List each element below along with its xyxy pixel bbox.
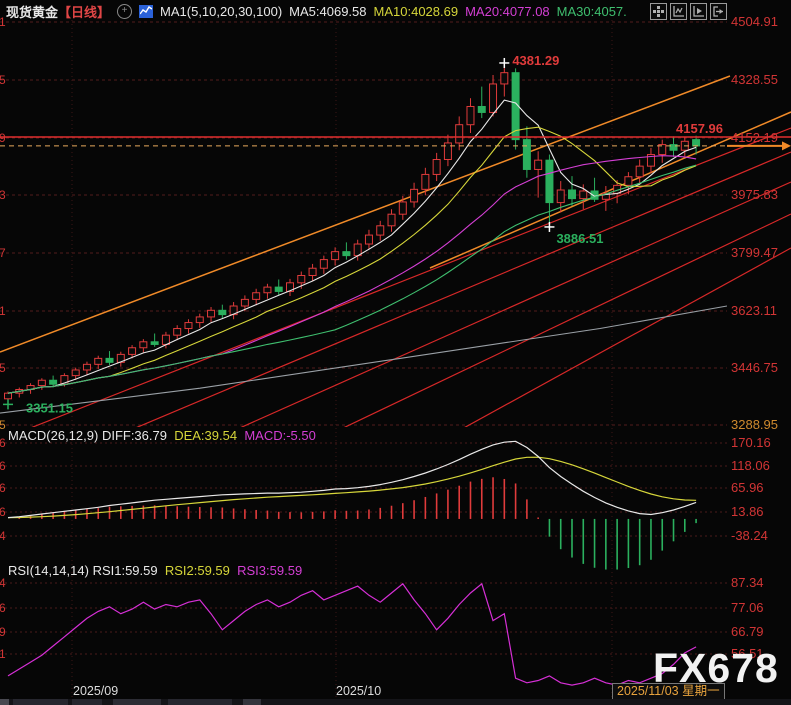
left-axis-digit: 9: [0, 625, 6, 639]
axis-tick-label: 77.06: [731, 600, 764, 615]
symbol-title: 现货黄金【日线】: [6, 2, 110, 21]
macd-header: MACD(26,12,9) DIFF:36.79 DEA:39.54 MACD:…: [8, 428, 316, 443]
rsi-panel: [7, 582, 697, 686]
macd-title: MACD(26,12,9): [8, 428, 99, 443]
rsi-title: RSI(14,14,14): [8, 563, 89, 578]
macd-panel: [7, 440, 697, 570]
left-axis-digit: 7: [0, 246, 6, 260]
left-axis-digit: 1: [0, 647, 6, 661]
left-axis-digit: 6: [0, 505, 6, 519]
rsi2-value: RSI2:59.59: [164, 563, 230, 578]
left-axis-digit: 6: [0, 436, 6, 450]
axis-tick-label: 3975.83: [731, 187, 778, 202]
left-axis-digit: 9: [0, 131, 6, 145]
price-lines: 4157.96: [0, 121, 791, 151]
axis-tick-label: 4152.19: [731, 130, 778, 145]
circle-plus-icon[interactable]: +: [117, 3, 133, 19]
scrollbar-segment: [13, 699, 68, 705]
left-axis-digit: 4: [0, 576, 6, 590]
axis-tick-label: 118.06: [731, 458, 770, 473]
axis-tick-label: 3446.75: [731, 360, 778, 375]
chart-toolbar: [650, 3, 727, 20]
axis-tick-label: 170.16: [731, 435, 771, 450]
horizontal-scrollbar[interactable]: [0, 699, 791, 705]
left-axis-digit: 1: [0, 15, 6, 29]
time-axis-label: 2025/10: [336, 684, 382, 698]
macd-dea-value: DEA:39.54: [174, 428, 238, 443]
axis-tick-label: 4328.55: [731, 72, 778, 87]
chart-header: 现货黄金【日线】 + MA1(5,10,20,30,100) MA5:4069.…: [6, 2, 627, 20]
ma30-value: MA30:4057.: [556, 3, 627, 19]
scale-chart-icon[interactable]: [670, 3, 687, 20]
left-axis-digit: 5: [0, 73, 6, 87]
rsi-header: RSI(14,14,14) RSI1:59.59 RSI2:59.59 RSI3…: [8, 563, 302, 578]
watermark-logo: FX678: [653, 645, 779, 691]
svg-text:4157.96: 4157.96: [676, 121, 723, 136]
left-axis-digit: 1: [0, 304, 6, 318]
exit-icon[interactable]: [710, 3, 727, 20]
axis-tick-label: 56.51: [731, 646, 764, 661]
ma-lines: [7, 99, 697, 394]
period-label: 【日线】: [58, 4, 111, 20]
rsi3-value: RSI3:59.59: [237, 563, 303, 578]
crosshair-icon[interactable]: [650, 3, 667, 20]
ma100-line: [0, 305, 727, 414]
chart-style-icon[interactable]: [139, 4, 154, 18]
axis-tick-label: 87.34: [731, 575, 764, 590]
axis-tick-label: 4504.91: [731, 14, 778, 29]
price-annotations: 4381.29 3886.51 3351.15: [3, 53, 603, 415]
axis-tick-label: 3799.47: [731, 245, 778, 260]
trendlines: [0, 75, 791, 427]
macd-diff-value: DIFF:36.79: [101, 428, 167, 443]
scrollbar-segment: [168, 699, 232, 705]
left-axis-digit: 5: [0, 361, 6, 375]
scrollbar-segment: [72, 699, 102, 705]
axis-tick-label: 13.86: [731, 504, 764, 519]
left-axis-digit: 4: [0, 529, 6, 543]
left-axis-digit: 6: [0, 481, 6, 495]
ma-set-label: MA1(5,10,20,30,100): [160, 3, 283, 19]
symbol-name: 现货黄金: [6, 4, 59, 20]
svg-text:3351.15: 3351.15: [26, 400, 73, 415]
time-axis-label: 2025/09: [73, 684, 119, 698]
ma20-value: MA20:4077.08: [465, 3, 550, 19]
svg-text:4381.29: 4381.29: [512, 53, 559, 68]
scrollbar-segment: [0, 699, 9, 705]
macd-macd-value: MACD:-5.50: [244, 428, 316, 443]
left-axis-digit: 3: [0, 188, 6, 202]
axis-tick-label: 3288.95: [731, 417, 778, 432]
left-axis-digit: 5: [0, 418, 6, 432]
rsi1-value: RSI1:59.59: [92, 563, 158, 578]
ma10-value: MA10:4028.69: [373, 3, 459, 19]
axis-tick-label: 3623.11: [731, 303, 778, 318]
axis-tick-label: 66.79: [731, 624, 764, 639]
gridlines: [0, 20, 727, 698]
svg-text:3886.51: 3886.51: [556, 231, 603, 246]
axis-tick-label: 65.96: [731, 480, 764, 495]
ma5-value: MA5:4069.58: [289, 3, 367, 19]
scrollbar-segment: [243, 699, 261, 705]
left-axis-digit: 6: [0, 601, 6, 615]
current-date-badge: 2025/11/03 星期一: [612, 683, 725, 700]
left-axis-digit: 6: [0, 459, 6, 473]
axis-tick-label: -38.24: [731, 528, 768, 543]
scale-play-icon[interactable]: [690, 3, 707, 20]
scrollbar-segment: [113, 699, 161, 705]
